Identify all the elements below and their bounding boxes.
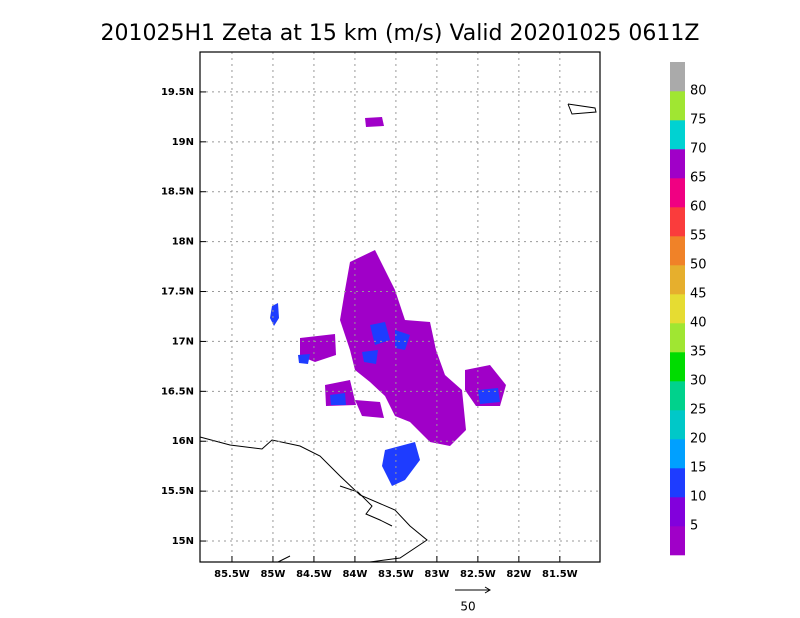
vector-scale-label: 50 <box>460 600 475 614</box>
colorbar-box <box>670 410 685 440</box>
colorbar-box <box>670 149 685 179</box>
colorbar-label: 10 <box>690 490 707 505</box>
colorbar-box <box>670 468 685 498</box>
lon-tick-label: 84.5W <box>296 569 332 580</box>
colorbar-label: 50 <box>690 258 707 273</box>
colorbar-label: 25 <box>690 403 707 418</box>
colorbar-label: 45 <box>690 287 707 302</box>
grid: 85.5W 85W 84.5W 84W 83.5W 83W 82.5W 82W 81.5W 15N… <box>161 52 600 580</box>
map-frame <box>199 51 601 563</box>
vorticity-field <box>270 117 506 486</box>
colorbar-box <box>670 91 685 121</box>
colorbar-label: 70 <box>690 142 707 157</box>
colorbar-box <box>670 207 685 237</box>
colorbar-box <box>670 294 685 324</box>
colorbar-label: 75 <box>690 113 707 128</box>
lat-tick-label: 18.5N <box>161 187 194 198</box>
lat-tick-label: 15N <box>172 536 194 547</box>
colorbar-box <box>670 120 685 150</box>
lon-tick-label: 84W <box>342 569 367 580</box>
colorbar: 5 10 15 20 25 30 35 40 45 50 55 60 65 70 75 80 <box>670 62 707 556</box>
colorbar-box <box>670 439 685 469</box>
lat-tick-label: 19.5N <box>161 87 194 98</box>
colorbar-box <box>670 236 685 266</box>
lon-tick-label: 82.5W <box>460 569 496 580</box>
lon-tick-label: 83W <box>424 569 449 580</box>
lat-tick-label: 15.5N <box>161 486 194 497</box>
colorbar-box <box>670 497 685 527</box>
colorbar-box <box>670 352 685 382</box>
colorbar-box <box>670 526 685 556</box>
lat-tick-label: 17.5N <box>161 287 194 298</box>
lat-tick-label: 18N <box>172 237 194 248</box>
colorbar-label: 30 <box>690 374 707 389</box>
colorbar-label: 80 <box>690 84 707 99</box>
lon-tick-label: 85.5W <box>214 569 250 580</box>
vector-reference: 50 <box>455 586 491 614</box>
colorbar-box <box>670 178 685 208</box>
colorbar-label: 15 <box>690 461 707 476</box>
colorbar-label: 40 <box>690 316 707 331</box>
lon-tick-label: 85W <box>260 569 285 580</box>
lon-tick-label: 82W <box>506 569 531 580</box>
lon-tick-label: 81.5W <box>542 569 578 580</box>
colorbar-box <box>670 381 685 411</box>
colorbar-label: 35 <box>690 345 707 360</box>
colorbar-box <box>670 62 685 92</box>
lat-tick-label: 17N <box>172 336 194 347</box>
lat-tick-label: 19N <box>172 137 194 148</box>
lat-tick-label: 16N <box>172 436 194 447</box>
colorbar-label: 65 <box>690 171 707 186</box>
colorbar-box <box>670 323 685 353</box>
colorbar-label: 60 <box>690 200 707 215</box>
colorbar-label: 20 <box>690 432 707 447</box>
lat-tick-label: 16.5N <box>161 386 194 397</box>
lon-tick-label: 83.5W <box>378 569 414 580</box>
colorbar-label: 55 <box>690 229 707 244</box>
title: 201025H1 Zeta at 15 km (m/s) Valid 20201… <box>101 21 700 46</box>
colorbar-label: 5 <box>690 519 698 534</box>
colorbar-box <box>670 265 685 295</box>
